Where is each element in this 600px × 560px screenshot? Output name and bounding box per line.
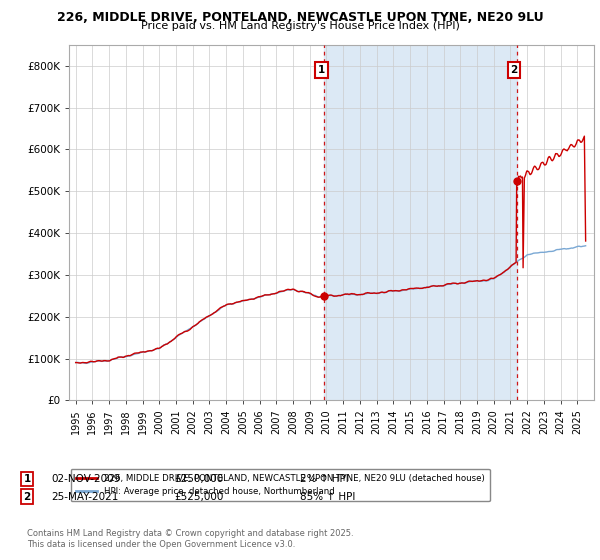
Text: Price paid vs. HM Land Registry's House Price Index (HPI): Price paid vs. HM Land Registry's House … xyxy=(140,21,460,31)
Text: 85% ↑ HPI: 85% ↑ HPI xyxy=(300,492,355,502)
Text: 226, MIDDLE DRIVE, PONTELAND, NEWCASTLE UPON TYNE, NE20 9LU: 226, MIDDLE DRIVE, PONTELAND, NEWCASTLE … xyxy=(56,11,544,24)
Text: 02-NOV-2009: 02-NOV-2009 xyxy=(51,474,120,484)
Text: £250,000: £250,000 xyxy=(174,474,223,484)
Text: 1: 1 xyxy=(23,474,31,484)
Text: 25-MAY-2021: 25-MAY-2021 xyxy=(51,492,118,502)
Text: 2: 2 xyxy=(511,65,518,75)
Text: 2% ↑ HPI: 2% ↑ HPI xyxy=(300,474,349,484)
Text: Contains HM Land Registry data © Crown copyright and database right 2025.
This d: Contains HM Land Registry data © Crown c… xyxy=(27,529,353,549)
Legend: 226, MIDDLE DRIVE, PONTELAND, NEWCASTLE UPON TYNE, NE20 9LU (detached house), HP: 226, MIDDLE DRIVE, PONTELAND, NEWCASTLE … xyxy=(71,469,490,501)
Text: £525,000: £525,000 xyxy=(174,492,223,502)
Bar xyxy=(324,45,517,400)
Text: 1: 1 xyxy=(317,65,325,75)
Text: 2: 2 xyxy=(23,492,31,502)
